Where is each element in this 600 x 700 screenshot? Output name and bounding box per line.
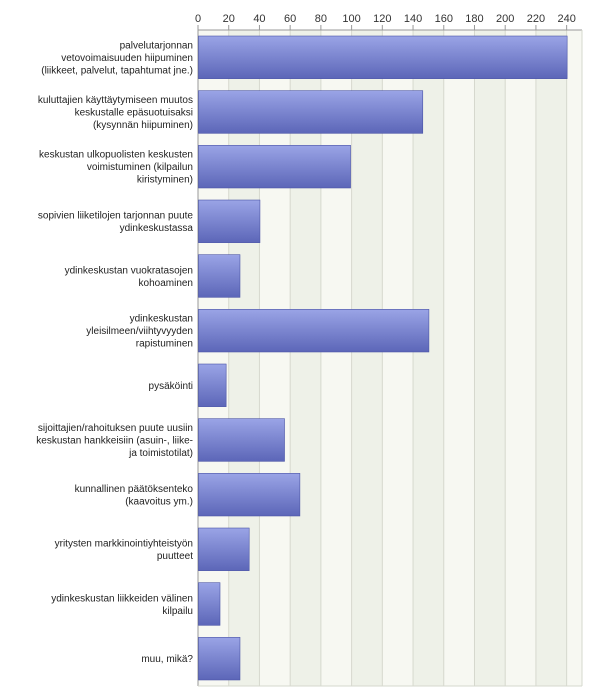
category-label-line: vetovoimaisuuden hiipuminen (61, 53, 193, 64)
bar (198, 145, 351, 189)
category-label-line: keskustan ulkopuolisten keskusten (39, 150, 193, 161)
category-label: ydinkeskustan vuokratasojen kohoaminen (65, 265, 193, 289)
category-label: sijoittajien/rahoituksen puute uusiin kes… (36, 423, 193, 459)
bar (198, 473, 301, 517)
category-label: keskustan ulkopuolisten keskusten voimist… (39, 150, 193, 186)
x-tick-label: 80 (315, 13, 327, 25)
x-tick-label: 100 (342, 13, 360, 25)
grid-band (382, 30, 414, 686)
category-label: yritysten markkinointiyhteistyön puutteet (55, 539, 194, 563)
bar (198, 363, 227, 407)
category-label-line: kuluttajien käyttäytymiseen muutos (38, 95, 193, 106)
category-label-line: puutteet (157, 551, 193, 562)
x-tick-label: 120 (373, 13, 391, 25)
grid-band (505, 30, 536, 686)
category-label-line: sopivien liiketilojen tarjonnan puute (38, 211, 194, 222)
bar (198, 199, 261, 243)
category-label: muu, mikä? (141, 654, 193, 665)
category-label: pysäköinti (149, 381, 193, 392)
category-label-line: ydinkeskustassa (120, 223, 194, 234)
category-label-line: (liikkeet, palvelut, tapahtumat jne.) (41, 65, 193, 76)
category-label-line: voimistuminen (kilpailun (87, 162, 193, 173)
category-label-line: ja toimistotilat) (128, 448, 193, 459)
bar (198, 309, 430, 353)
x-tick-label: 180 (465, 13, 483, 25)
category-label-line: (kysynnän hiipuminen) (93, 120, 193, 131)
category-label-line: kunnallinen päätöksenteko (75, 484, 194, 495)
category-label: kuluttajien käyttäytymiseen muutos keskus… (38, 95, 193, 131)
category-label-line: kiristyminen) (137, 175, 193, 186)
category-label-line: yleisilmeen/viihtyvyyden (86, 326, 193, 337)
grid-band (320, 30, 352, 686)
grid-band (198, 30, 229, 686)
category-label-line: sijoittajien/rahoituksen puute uusiin (38, 423, 193, 434)
x-tick-label: 240 (557, 13, 575, 25)
category-label: ydinkeskustan yleisilmeen/viihtyvyyden rap… (86, 314, 193, 350)
x-tick-label: 20 (223, 13, 235, 25)
bar (198, 35, 568, 79)
category-label-line: ydinkeskustan liikkeiden välinen (51, 593, 193, 604)
bar (198, 418, 285, 462)
bar (198, 637, 241, 681)
category-label: palvelutarjonnan vetovoimaisuuden hiipumi… (41, 40, 193, 76)
category-label-line: keskustan hankkeisiin (asuin-, liike- (36, 436, 193, 447)
bar (198, 254, 241, 298)
grid-band (259, 30, 291, 686)
grid-band (566, 30, 582, 686)
bar (198, 90, 424, 134)
category-label: kunnallinen päätöksenteko (kaavoitus ym.) (75, 484, 194, 508)
category-label-line: ydinkeskustan (130, 314, 193, 325)
x-tick-label: 220 (527, 13, 545, 25)
category-label-line: pysäköinti (149, 381, 193, 392)
category-label-line: ydinkeskustan vuokratasojen (65, 265, 193, 276)
x-tick-label: 40 (253, 13, 265, 25)
category-label: sopivien liiketilojen tarjonnan puute ydi… (38, 211, 194, 235)
category-label-line: muu, mikä? (141, 654, 193, 665)
x-tick-label: 140 (404, 13, 422, 25)
plot-area: 0 20 40 60 80 100 120 140 160 180 200 220 240 palvelu… (36, 13, 583, 687)
bar (198, 527, 250, 571)
category-label-line: kohoaminen (139, 278, 193, 289)
category-label-line: yritysten markkinointiyhteistyön (55, 539, 193, 550)
category-label-line: kilpailu (162, 606, 193, 617)
x-tick-label: 200 (496, 13, 514, 25)
category-label-line: (kaavoitus ym.) (125, 496, 193, 507)
x-tick-label: 60 (284, 13, 296, 25)
category-label-line: palvelutarjonnan (120, 40, 193, 51)
category-label-line: keskustalle epäsuotuisaksi (75, 108, 193, 119)
category-label-line: rapistuminen (136, 339, 193, 350)
grid-band (443, 30, 475, 686)
bar (198, 582, 221, 626)
x-tick-label: 0 (195, 13, 201, 25)
category-label: ydinkeskustan liikkeiden välinen kilpailu (51, 593, 193, 617)
x-tick-label: 160 (435, 13, 453, 25)
